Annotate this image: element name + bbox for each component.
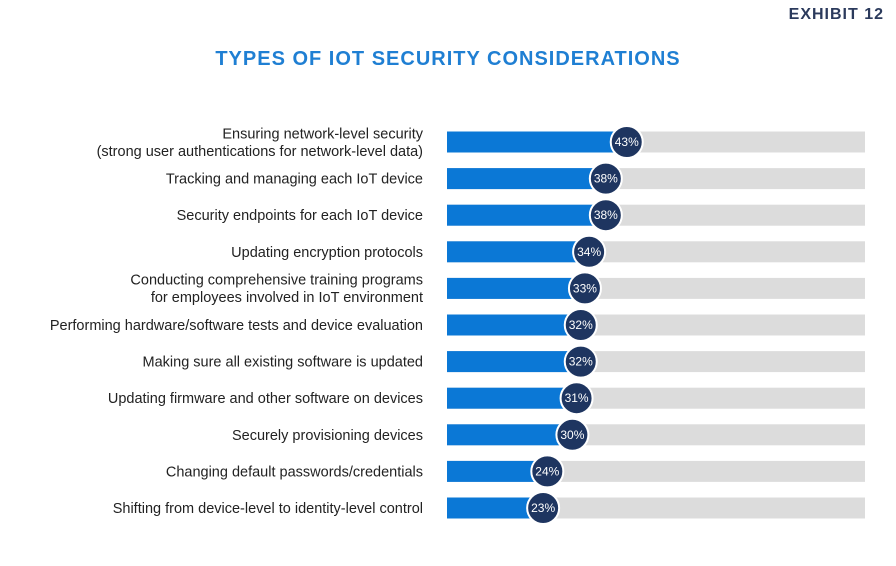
value-badge — [567, 271, 602, 306]
category-label: for employees involved in IoT environmen… — [151, 290, 423, 306]
data-label: 24% — [535, 464, 559, 478]
bar-row: 30% Securely provisioning devices — [232, 417, 865, 452]
data-label: 34% — [577, 245, 601, 259]
bar — [447, 131, 627, 153]
category-label: Conducting comprehensive training progra… — [130, 273, 423, 289]
bar — [447, 497, 544, 519]
data-label: 43% — [615, 135, 639, 149]
category-label: Securely provisioning devices — [232, 428, 423, 444]
category-label: Updating firmware and other software on … — [108, 391, 423, 407]
bar-row: 43% Ensuring network-level security (stron… — [97, 125, 865, 160]
value-badge — [530, 454, 565, 489]
bar-row: 38% Security endpoints for each IoT devic… — [177, 198, 865, 233]
bar-row: 33% Conducting comprehensive training pro… — [130, 271, 865, 306]
bar-row: 24% Changing default passwords/credential… — [166, 454, 865, 489]
data-label: 30% — [560, 428, 584, 442]
bar-row: 38% Tracking and managing each IoT device — [166, 161, 865, 196]
bar — [447, 424, 573, 446]
bar — [447, 241, 590, 263]
value-badge — [555, 417, 590, 452]
bar-row: 31% Updating firmware and other software … — [108, 381, 865, 416]
data-label: 32% — [569, 355, 593, 369]
category-label: Performing hardware/software tests and d… — [50, 318, 423, 334]
value-badge — [588, 198, 623, 233]
category-label: Updating encryption protocols — [231, 245, 423, 261]
value-badge — [526, 491, 561, 525]
value-badge — [609, 125, 644, 159]
category-label: Changing default passwords/credentials — [166, 464, 423, 480]
category-label: Tracking and managing each IoT device — [166, 172, 423, 188]
chart-title: TYPES OF IOT SECURITY CONSIDERATIONS — [215, 48, 681, 70]
data-label: 32% — [569, 318, 593, 332]
category-label: Making sure all existing software is upd… — [143, 355, 423, 371]
data-label: 31% — [565, 391, 589, 405]
bar — [447, 168, 606, 190]
category-label: Security endpoints for each IoT device — [177, 208, 423, 224]
bar — [447, 351, 581, 373]
bar-row: 23% Shifting from device-level to identit… — [113, 491, 865, 525]
value-badge — [563, 308, 598, 342]
category-label: Shifting from device-level to identity-l… — [113, 501, 423, 517]
data-label: 33% — [573, 281, 597, 295]
bar — [447, 204, 606, 226]
bar-row: 34% Updating encryption protocols — [231, 234, 865, 269]
data-label: 23% — [531, 501, 555, 515]
value-badge — [572, 234, 607, 269]
value-badge — [588, 161, 623, 196]
bar — [447, 460, 548, 482]
data-label: 38% — [594, 172, 618, 186]
bar-row: 32% Making sure all existing software is … — [143, 344, 865, 379]
category-label: Ensuring network-level security — [222, 126, 423, 142]
bar — [447, 277, 585, 299]
bar-row: 32% Performing hardware/software tests an… — [50, 308, 865, 342]
bar — [447, 387, 577, 409]
bar — [447, 314, 581, 336]
value-badge — [563, 344, 598, 379]
category-label: (strong user authentications for network… — [97, 144, 423, 160]
exhibit-label: EXHIBIT 12 — [788, 6, 884, 23]
value-badge — [559, 381, 594, 416]
data-label: 38% — [594, 208, 618, 222]
